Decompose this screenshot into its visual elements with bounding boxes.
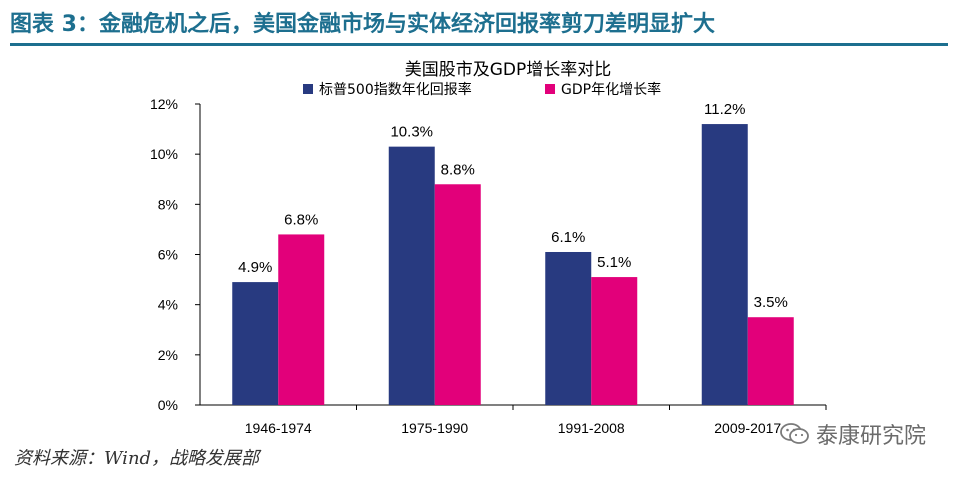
bar [388,146,435,405]
data-label: 4.9% [238,259,272,276]
y-tick-label: 0% [158,397,178,413]
legend-swatch [303,84,313,94]
y-tick-label: 10% [150,146,178,162]
watermark-text: 泰康研究院 [816,424,927,449]
bar [434,184,481,405]
wechat-icon [780,422,810,446]
legend-label: 标普500指数年化回报率 [319,81,472,98]
title-divider [10,43,948,46]
legend-label: GDP年化增长率 [561,81,661,98]
source-note: 资料来源：Wind，战略发展部 [14,448,260,469]
bar [701,124,748,406]
bar [545,251,592,405]
data-label: 5.1% [597,254,631,271]
data-label: 6.8% [284,211,318,228]
y-tick-label: 12% [150,96,178,112]
y-tick-label: 4% [158,297,178,313]
y-tick-label: 2% [158,347,178,363]
bar [591,277,638,405]
x-tick-label: 1991-2008 [558,420,625,436]
legend-swatch [545,84,555,94]
data-label: 11.2% [704,101,745,118]
bar [232,282,279,405]
figure-title: 图表 3：金融危机之后，美国金融市场与实体经济回报率剪刀差明显扩大 [10,12,715,37]
data-label: 6.1% [551,229,585,246]
bar [747,317,794,405]
data-label: 8.8% [441,161,475,178]
y-tick-label: 6% [158,247,178,263]
x-tick-label: 2009-2017 [714,420,781,436]
bar [278,234,325,405]
data-label: 10.3% [390,124,433,141]
watermark: 泰康研究院 [780,418,926,450]
y-tick-label: 8% [158,196,178,212]
data-label: 3.5% [754,294,788,311]
x-tick-label: 1975-1990 [401,420,468,436]
x-tick-label: 1946-1974 [245,420,312,436]
chart-title: 美国股市及GDP增长率对比 [405,60,612,80]
